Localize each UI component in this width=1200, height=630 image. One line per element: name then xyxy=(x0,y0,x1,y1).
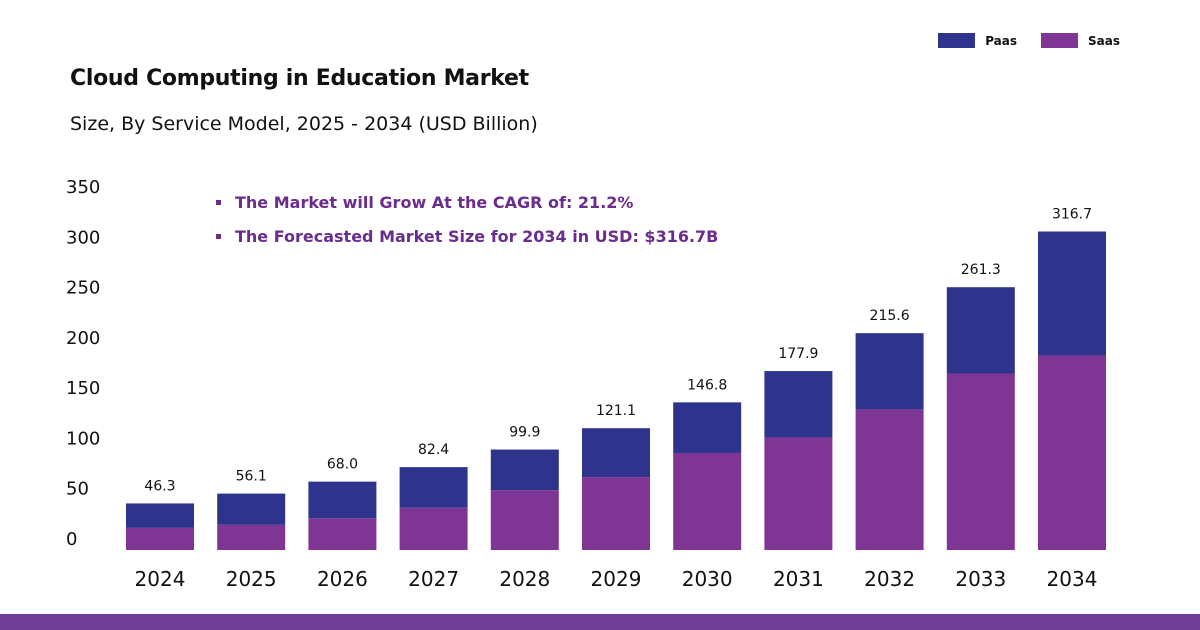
legend-swatch-paas xyxy=(938,33,976,48)
insight-forecast: The Forecasted Market Size for 2034 in U… xyxy=(216,224,718,248)
bar-saas xyxy=(217,524,286,550)
bar-saas xyxy=(1038,355,1106,550)
bar-paas xyxy=(582,428,650,478)
bar-total-label: 215.6 xyxy=(870,308,910,324)
bar-saas xyxy=(582,477,650,550)
bar-saas xyxy=(764,437,833,550)
insight-cagr: The Market will Grow At the CAGR of: 21.… xyxy=(216,190,718,214)
bar-paas xyxy=(217,493,286,525)
y-tick-label: 50 xyxy=(66,479,89,500)
x-tick-label: 2034 xyxy=(1047,567,1098,591)
y-tick-label: 100 xyxy=(66,428,100,449)
bar-total-label: 68.0 xyxy=(327,457,358,473)
footer-band xyxy=(0,614,1200,630)
bar-paas xyxy=(399,467,468,508)
y-tick-label: 300 xyxy=(66,227,100,248)
bar-total-label: 56.1 xyxy=(236,469,267,485)
chart-title: Cloud Computing in Education Market xyxy=(70,66,529,91)
bar-total-label: 99.9 xyxy=(509,425,540,441)
legend-label-paas: Paas xyxy=(985,33,1018,48)
bar-total-label: 121.1 xyxy=(596,403,636,419)
x-tick-label: 2032 xyxy=(864,567,915,591)
bar-paas xyxy=(126,503,194,528)
bar-saas xyxy=(399,507,468,550)
y-tick-label: 0 xyxy=(66,529,77,550)
x-tick-label: 2026 xyxy=(317,567,368,591)
bullet-square-icon xyxy=(216,199,221,205)
y-tick-label: 150 xyxy=(66,378,100,399)
bullet-square-icon xyxy=(216,233,221,239)
insight-forecast-text: The Forecasted Market Size for 2034 in U… xyxy=(235,226,719,246)
key-insights: The Market will Grow At the CAGR of: 21.… xyxy=(216,190,718,258)
bar-paas xyxy=(308,481,377,519)
x-tick-label: 2033 xyxy=(955,567,1006,591)
x-tick-label: 2029 xyxy=(591,567,642,591)
bar-paas xyxy=(855,333,924,410)
bar-paas xyxy=(1038,231,1106,356)
bar-paas xyxy=(673,402,742,453)
legend-swatch-saas xyxy=(1041,33,1079,48)
bar-total-label: 146.8 xyxy=(687,377,727,393)
y-tick-label: 250 xyxy=(66,278,100,299)
bar-total-label: 261.3 xyxy=(961,262,1001,278)
bar-saas xyxy=(673,452,742,550)
bar-total-label: 316.7 xyxy=(1052,206,1092,222)
bar-paas xyxy=(764,371,833,438)
bar-total-label: 177.9 xyxy=(778,346,818,362)
bar-saas xyxy=(946,373,1015,550)
legend: Paas Saas xyxy=(938,33,1120,48)
bar-total-label: 82.4 xyxy=(418,442,449,458)
bar-saas xyxy=(490,490,559,550)
x-tick-label: 2027 xyxy=(408,567,459,591)
bar-paas xyxy=(946,287,1015,374)
bar-saas xyxy=(126,527,194,550)
legend-item-paas: Paas xyxy=(938,33,1017,48)
legend-item-saas: Saas xyxy=(1041,33,1120,48)
x-tick-label: 2031 xyxy=(773,567,824,591)
insight-cagr-text: The Market will Grow At the CAGR of: 21.… xyxy=(235,192,634,212)
y-tick-label: 200 xyxy=(66,328,100,349)
legend-label-saas: Saas xyxy=(1088,33,1120,48)
y-tick-label: 350 xyxy=(66,177,100,198)
x-tick-label: 2030 xyxy=(682,567,733,591)
bar-saas xyxy=(308,518,377,550)
x-tick-label: 2024 xyxy=(135,567,186,591)
bar-paas xyxy=(490,449,559,491)
x-tick-label: 2028 xyxy=(499,567,550,591)
chart-subtitle: Size, By Service Model, 2025 - 2034 (USD… xyxy=(70,113,538,135)
x-tick-label: 2025 xyxy=(226,567,277,591)
bar-total-label: 46.3 xyxy=(144,478,175,494)
bar-saas xyxy=(855,409,924,550)
